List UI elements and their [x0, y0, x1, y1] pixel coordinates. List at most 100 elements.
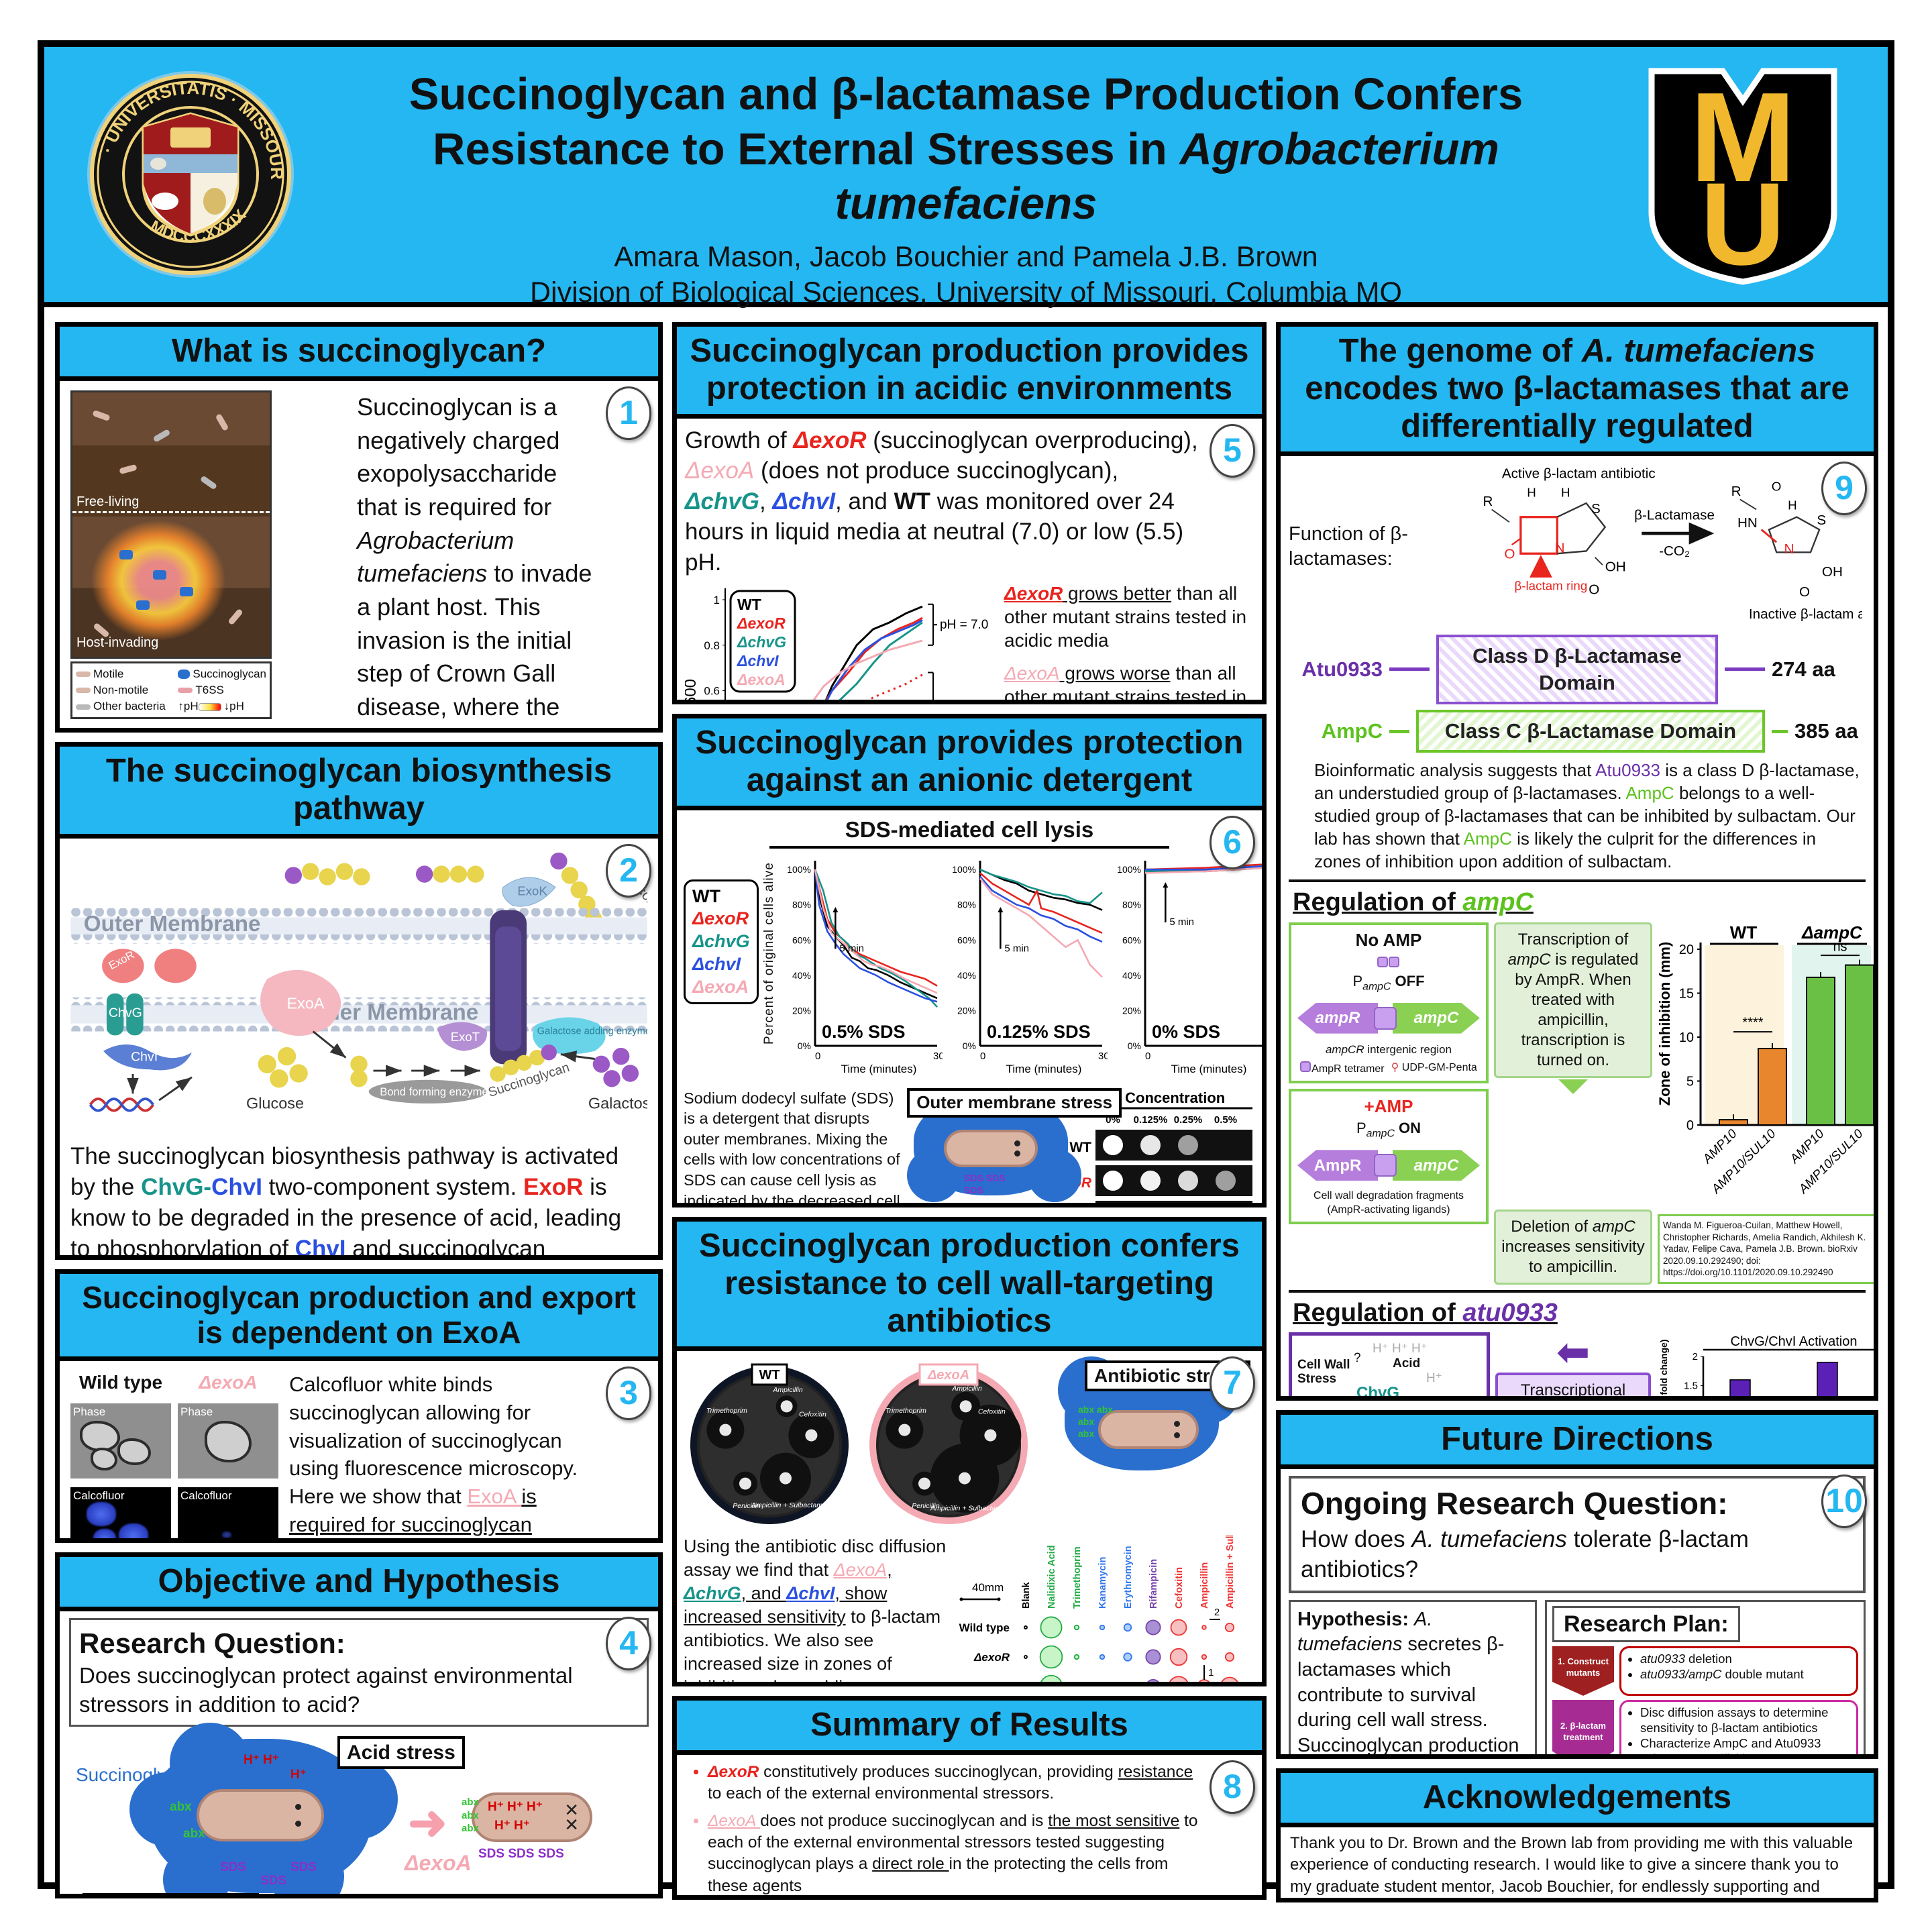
svg-text:Cefoxitin: Cefoxitin — [1174, 1567, 1185, 1609]
svg-text:O: O — [1589, 582, 1599, 597]
poster-title-line1: Succinoglycan and β-lactamase Production… — [409, 69, 1523, 119]
badge-10: 10 — [1821, 1474, 1867, 1528]
dexoa-label: ΔexoA — [199, 1371, 258, 1393]
svg-text:0.25%: 0.25% — [1174, 1114, 1203, 1126]
svg-text:60%: 60% — [792, 934, 811, 945]
regulation-atu0933-heading: Regulation of atu0933 — [1293, 1298, 1558, 1327]
svg-text:Active β-lactam antibiotic: Active β-lactam antibiotic — [1502, 466, 1656, 481]
poster-title-line2: Resistance to External Stresses in Agrob… — [433, 123, 1499, 229]
svg-text:10: 10 — [1679, 1030, 1694, 1045]
s5-intro: Growth of ΔexoR (succinoglycan overprodu… — [685, 427, 1198, 576]
svg-text:2: 2 — [1693, 1351, 1698, 1362]
svg-text:pH = 7.0: pH = 7.0 — [940, 618, 988, 632]
microscopy-panel: Wild type ΔexoA Phase Phase — [70, 1371, 278, 1538]
svg-text:HN: HN — [1737, 515, 1758, 530]
svg-text:ΔexoR: ΔexoR — [737, 614, 786, 632]
y-axis-label: Percent of original cells alive — [761, 861, 776, 1044]
svg-text:WT: WT — [737, 596, 761, 613]
dexoa-calcofluor-image: Calcofluor — [178, 1487, 278, 1538]
svg-text:ExoT: ExoT — [451, 1030, 480, 1044]
section-future-directions: Future Directions 10 Ongoing Research Qu… — [1276, 1410, 1878, 1759]
outer-membrane-stress-graphic: Outer membrane stress SDS SDS SDS — [907, 1087, 1122, 1203]
svg-text:OD600: OD600 — [685, 679, 700, 700]
badge-7: 7 — [1210, 1356, 1255, 1410]
atu-callout: Transcriptional data indicate that trans… — [1495, 1373, 1651, 1396]
section-exoa-dependence: Succinoglycan production and export is d… — [55, 1269, 663, 1543]
svg-text:Wild type: Wild type — [959, 1621, 1010, 1634]
s3-body-text: Calcofluor white binds succinoglycan all… — [289, 1372, 578, 1537]
ampc-callout-2: Deletion of ampC increases sensitivity t… — [1494, 1209, 1652, 1285]
atu0933-domain-row: Atu0933 Class D β-Lactamase Domain 274 a… — [1295, 634, 1866, 705]
citation: Wanda M. Figueroa-Cuilan, Matthew Howell… — [1658, 1214, 1874, 1284]
svg-text:0: 0 — [1686, 1118, 1694, 1133]
wt-calcofluor-image: Calcofluor — [70, 1487, 171, 1538]
free-living-label: Free-living — [76, 494, 140, 509]
svg-text:Penicillin: Penicillin — [912, 1501, 940, 1509]
svg-text:40%: 40% — [1122, 969, 1141, 980]
s5-findings: ΔexoR grows better than all other mutant… — [1004, 582, 1254, 700]
svg-text:0%: 0% — [963, 1040, 976, 1051]
svg-text:Bond forming enzymes: Bond forming enzymes — [380, 1085, 494, 1098]
svg-text:5 min: 5 min — [1170, 916, 1195, 928]
svg-text:Kanamycin: Kanamycin — [1097, 1556, 1108, 1608]
bioinformatic-text: Bioinformatic analysis suggests that Atu… — [1314, 760, 1860, 871]
svg-text:N: N — [1784, 541, 1794, 557]
svg-text:5: 5 — [1686, 1074, 1694, 1089]
section-two-beta-lactamases: The genome of A. tumefaciens encodes two… — [1276, 322, 1878, 1401]
acknowledgements-text: Thank you to Dr. Brown and the Brown lab… — [1290, 1833, 1854, 1896]
svg-text:15: 15 — [1679, 986, 1694, 1001]
sds-subtitle: SDS-mediated cell lysis — [769, 816, 1170, 849]
strain-legend: WT ΔexoR ΔchvG ΔchvI ΔexoA — [684, 879, 759, 1005]
svg-text:0.6: 0.6 — [704, 685, 720, 698]
svg-text:Glucose: Glucose — [246, 1094, 304, 1112]
research-plan-step: 1. Construct mutantsatu0933 deletionatu0… — [1552, 1646, 1858, 1696]
svg-text:Time (minutes): Time (minutes) — [841, 1063, 917, 1075]
antibiotic-stress-graphic: Antibiotic stress abx abx abx abx — [1058, 1356, 1251, 1484]
svg-text:ExoA: ExoA — [287, 994, 325, 1012]
svg-text:Trimethoprim: Trimethoprim — [885, 1406, 926, 1414]
svg-text:R: R — [1731, 483, 1741, 498]
sds-0.5-chart: 0% 20% 40% 60% 80% 100% 0 30 Time (minutes) 0.5% … — [780, 853, 945, 1085]
beta-lactam-structures: Active β-lactam antibiotic R H H S N O — [1483, 466, 1862, 621]
section-biosynthesis-pathway: The succinoglycan biosynthesis pathway 2 — [55, 742, 663, 1260]
sds-0.125-chart: 0% 20% 40% 60% 80% 100% 0 30 Time (minutes) 0.125… — [945, 853, 1110, 1085]
wildtype-label: Wild type — [78, 1371, 163, 1393]
research-plan: Research Plan: 1. Construct mutantsatu09… — [1545, 1599, 1866, 1754]
section-summary: Summary of Results 8 ΔexoR constitutivel… — [672, 1696, 1267, 1900]
svg-text:-CO₂: -CO₂ — [1659, 543, 1690, 559]
regulation-ampc-heading: Regulation of ampC — [1293, 888, 1534, 917]
svg-text:****: **** — [1742, 1015, 1763, 1030]
svg-text:80%: 80% — [1122, 899, 1141, 910]
acid-stress-label: Acid stress — [337, 1736, 465, 1770]
section-title: Objective and Hypothesis — [60, 1557, 658, 1611]
svg-text:40%: 40% — [957, 969, 976, 980]
svg-text:20: 20 — [1679, 943, 1694, 957]
badge-5: 5 — [1210, 423, 1255, 478]
section-title: The succinoglycan biosynthesis pathway — [60, 747, 658, 839]
s1-body-text: Succinoglycan is a negatively charged ex… — [357, 392, 592, 728]
badge-6: 6 — [1210, 815, 1255, 869]
section-acknowledgements: Acknowledgements Thank you to Dr. Brown … — [1276, 1768, 1878, 1902]
svg-text:ExoK: ExoK — [517, 883, 547, 898]
svg-text:2: 2 — [1214, 1607, 1220, 1618]
svg-text:Ampicillin + Sulbactam: Ampicillin + Sulbactam — [930, 1504, 1002, 1512]
svg-text:20%: 20% — [1122, 1005, 1141, 1016]
bacterium-happy — [197, 1789, 324, 1842]
svg-text:80%: 80% — [957, 899, 976, 910]
svg-text:20%: 20% — [792, 1005, 811, 1016]
svg-text:40%: 40% — [792, 969, 811, 980]
svg-text:S: S — [1591, 501, 1601, 517]
growth-curve-chart: 00.20.40.60.8101234567891011121314151617… — [682, 582, 1000, 700]
svg-text:Ampicillin: Ampicillin — [951, 1384, 982, 1392]
section-title: Summary of Results — [677, 1701, 1262, 1755]
future-hypothesis: Hypothesis: A. tumefaciens secretes β-la… — [1289, 1599, 1537, 1754]
stress-scene: H⁺ H⁺ H⁺ abx abx SDS SDS SDS Succinoglyc… — [69, 1723, 649, 1894]
badge-8: 8 — [1210, 1760, 1255, 1814]
svg-text:OH: OH — [1605, 559, 1626, 574]
succinoglycan-label: Succinoglycan — [76, 1764, 197, 1786]
svg-text:0% SDS: 0% SDS — [1152, 1022, 1220, 1042]
svg-text:100%: 100% — [1118, 864, 1142, 875]
section-what-is-succinoglycan: What is succinoglycan? 1 — [55, 322, 663, 733]
svg-text:Ampicillin + Sulbactam: Ampicillin + Sulbactam — [1225, 1535, 1236, 1609]
svg-text:ΔchvI: ΔchvI — [737, 652, 779, 669]
